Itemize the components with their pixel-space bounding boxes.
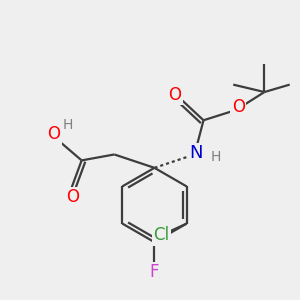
Text: O: O [66, 188, 79, 206]
Text: F: F [150, 263, 159, 281]
Text: H: H [62, 118, 73, 132]
Text: N: N [189, 144, 203, 162]
Text: Cl: Cl [153, 226, 170, 244]
Text: O: O [47, 125, 60, 143]
Text: O: O [168, 86, 181, 104]
Text: H: H [211, 150, 221, 164]
Text: O: O [232, 98, 245, 116]
